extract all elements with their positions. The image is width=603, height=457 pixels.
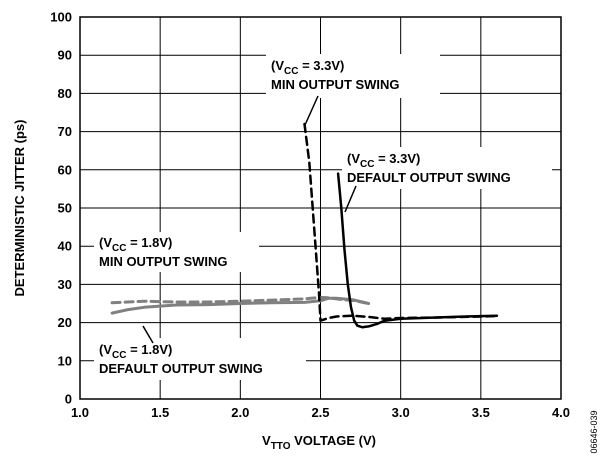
y-tick-label: 40	[58, 239, 72, 254]
x-axis-label: VTTO VOLTAGE (V)	[262, 433, 376, 452]
y-tick-label: 0	[65, 392, 72, 407]
y-tick-label: 60	[58, 162, 72, 177]
annotation-vcc18-default: (VCC = 1.8V) DEFAULT OUTPUT SWING	[94, 325, 306, 380]
y-tick-label: 20	[58, 315, 72, 330]
x-tick-label: 2.0	[231, 405, 249, 420]
y-tick-label: 80	[58, 86, 72, 101]
leader-vcc33-default	[344, 185, 357, 213]
svg-text:(VCC = 1.8V): (VCC = 1.8V)	[99, 235, 172, 254]
svg-text:(VCC = 3.3V): (VCC = 3.3V)	[347, 151, 420, 170]
x-tick-label: 2.5	[311, 405, 329, 420]
y-axis-label: DETERMINISTIC JITTER (ps)	[12, 120, 27, 297]
y-tick-label: 90	[58, 48, 72, 63]
y-tick-label: 10	[58, 353, 72, 368]
series-layer	[110, 122, 499, 329]
x-tick-label: 4.0	[552, 405, 570, 420]
annotation-vcc18-min: (VCC = 1.8V) MIN OUTPUT SWING	[94, 232, 259, 272]
svg-text:(VCC = 3.3V): (VCC = 3.3V)	[271, 58, 344, 77]
svg-text:MIN OUTPUT SWING: MIN OUTPUT SWING	[271, 77, 400, 92]
svg-text:DEFAULT OUTPUT SWING: DEFAULT OUTPUT SWING	[347, 170, 511, 185]
annotation-vcc33-min: (VCC = 3.3V) MIN OUTPUT SWING	[266, 54, 440, 126]
y-tick-labels: 0 10 20 30 40 50 60 70 80 90 100	[50, 10, 72, 407]
y-tick-label: 30	[58, 277, 72, 292]
y-tick-label: 70	[58, 124, 72, 139]
annotation-vcc33-default: (VCC = 3.3V) DEFAULT OUTPUT SWING	[342, 147, 552, 213]
y-tick-label: 100	[50, 10, 72, 25]
svg-text:(VCC = 1.8V): (VCC = 1.8V)	[99, 342, 172, 361]
x-tick-label: 1.5	[151, 405, 169, 420]
leader-vcc18-default	[142, 325, 154, 344]
series-line-vcc33-default	[336, 172, 499, 329]
svg-text:DEFAULT OUTPUT SWING: DEFAULT OUTPUT SWING	[99, 361, 263, 376]
leader-vcc33-min	[304, 95, 319, 126]
svg-text:MIN OUTPUT SWING: MIN OUTPUT SWING	[99, 254, 228, 269]
x-tick-label: 3.5	[472, 405, 490, 420]
figure-code: 06646-039	[589, 410, 599, 453]
plot-frame	[79, 16, 562, 400]
series-line-vcc18-default	[110, 296, 371, 315]
x-tick-labels: 1.0 1.5 2.0 2.5 3.0 3.5 4.0	[71, 405, 570, 420]
x-tick-label: 1.0	[71, 405, 89, 420]
y-tick-label: 50	[58, 201, 72, 216]
x-tick-label: 3.0	[392, 405, 410, 420]
